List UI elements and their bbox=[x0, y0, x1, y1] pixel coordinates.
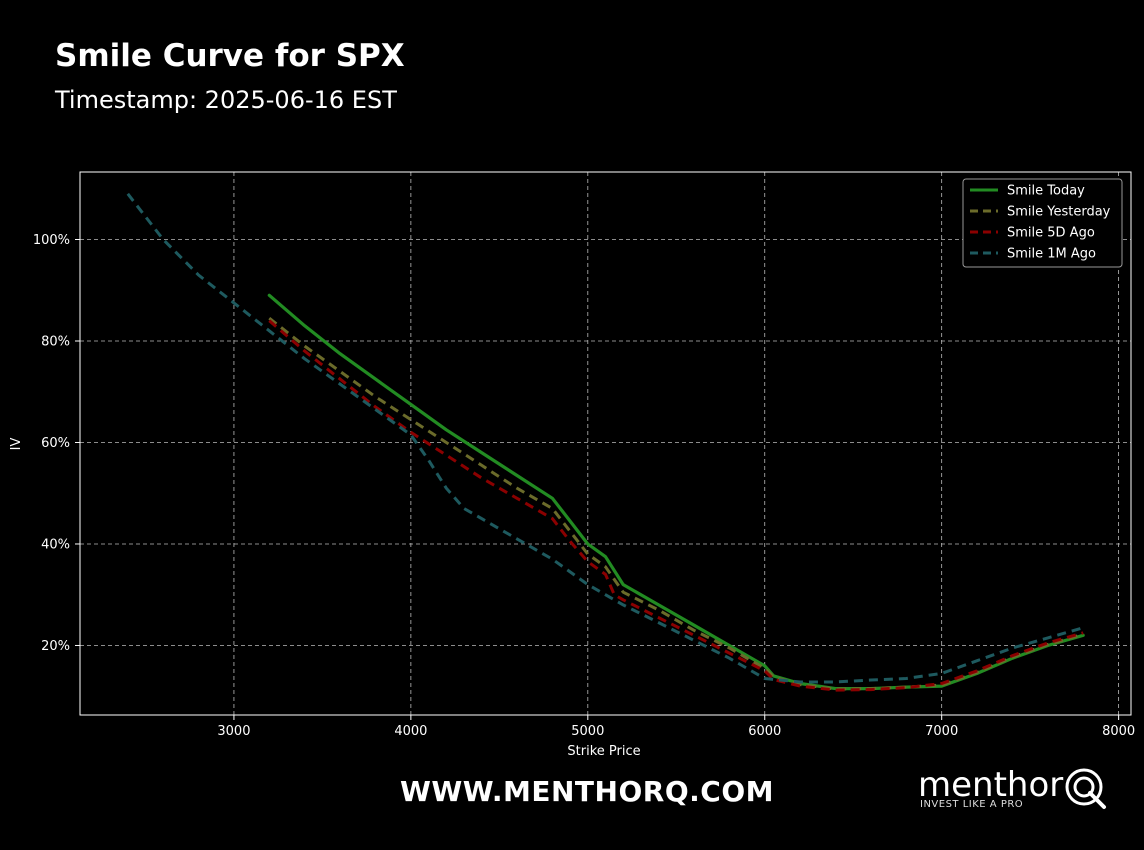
y-tick-label: 80% bbox=[41, 334, 70, 349]
y-tick-label: 100% bbox=[33, 233, 70, 248]
series-line-4 bbox=[126, 192, 1084, 684]
x-tick-label: 8000 bbox=[1102, 724, 1135, 739]
series-group bbox=[126, 192, 1085, 692]
x-tick-label: 4000 bbox=[394, 724, 427, 739]
grid-lines bbox=[80, 172, 1131, 715]
plot-frame bbox=[79, 171, 1132, 716]
x-tick-label: 6000 bbox=[748, 724, 781, 739]
y-axis-label: IV bbox=[9, 438, 24, 451]
series-line-1 bbox=[267, 293, 1085, 691]
x-axis-label: Strike Price bbox=[567, 744, 640, 759]
x-tick-label: 3000 bbox=[217, 724, 250, 739]
chart-title: Smile Curve for SPX bbox=[55, 38, 405, 74]
legend-label: Smile Yesterday bbox=[1007, 205, 1111, 220]
logo-tagline: INVEST LIKE A PRO bbox=[920, 799, 1024, 810]
logo-wordmark: menthor bbox=[918, 765, 1064, 805]
legend-box bbox=[962, 178, 1123, 268]
series-line-3 bbox=[268, 319, 1084, 692]
brand-logo[interactable]: menthor INVEST LIKE A PRO bbox=[918, 765, 1108, 815]
x-tick-label: 5000 bbox=[571, 724, 604, 739]
series-line-2 bbox=[268, 317, 1084, 691]
y-tick-label: 20% bbox=[41, 639, 70, 654]
y-axis-ticks: 20% 40% 60% 80% 100% bbox=[33, 233, 80, 654]
y-tick-label: 60% bbox=[41, 436, 70, 451]
x-axis-ticks: 3000 4000 5000 6000 7000 8000 bbox=[217, 715, 1135, 739]
x-tick-label: 7000 bbox=[925, 724, 958, 739]
legend-label: Smile Today bbox=[1007, 184, 1085, 199]
legend-label: Smile 1M Ago bbox=[1007, 247, 1096, 262]
legend-label: Smile 5D Ago bbox=[1007, 226, 1095, 241]
chart-subtitle: Timestamp: 2025-06-16 EST bbox=[55, 86, 397, 114]
legend: Smile Today Smile Yesterday Smile 5D Ago Sm… bbox=[962, 178, 1123, 268]
footer-url[interactable]: WWW.MENTHORQ.COM bbox=[400, 775, 774, 808]
q-magnifier-icon bbox=[1065, 768, 1106, 809]
y-tick-label: 40% bbox=[41, 537, 70, 552]
